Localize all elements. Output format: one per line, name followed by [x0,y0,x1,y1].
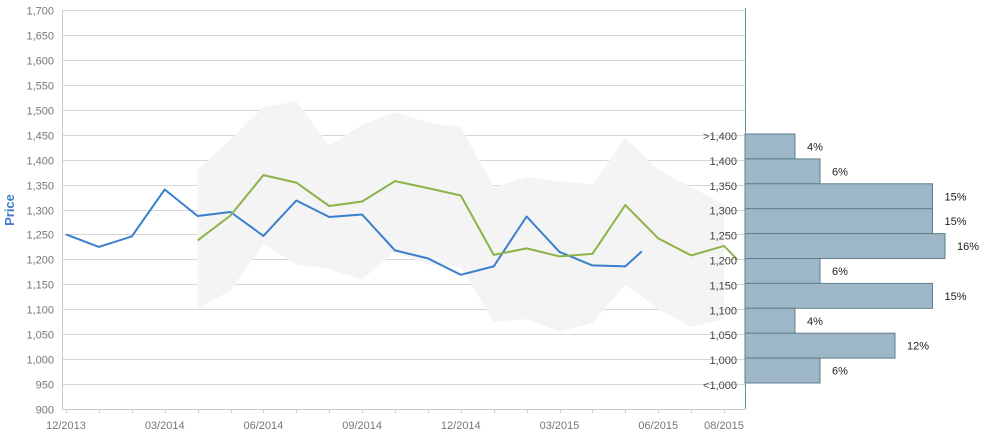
histogram-bin-label: >1,400 [703,131,737,143]
range-band [197,101,725,332]
y-tick-label: 1,250 [26,230,54,242]
x-tick-label: 06/2014 [244,420,284,432]
y-tick-label: 1,550 [26,81,54,93]
histogram-bin-label: 1,350 [709,181,737,193]
histogram-bar [744,233,946,260]
histogram-bar [744,208,933,235]
histogram-bar [744,183,933,210]
histogram-percent-label: 4% [807,141,823,153]
y-tick-label: 1,700 [26,6,54,18]
histogram-percent-label: 6% [832,166,848,178]
histogram-percent-label: 6% [832,366,848,378]
y-tick-label: 900 [36,405,54,417]
histogram-bin-label: 1,150 [709,280,737,292]
histogram-bin-label: 1,000 [709,355,737,367]
histogram: >1,400 4% 1,400 6% 1,350 15% 1,300 15% 1,250 16% 1… [703,131,979,392]
histogram-bin-label: <1,000 [703,380,737,392]
histogram-percent-label: 4% [807,316,823,328]
x-tick-labels: 12/2013 03/2014 06/2014 09/2014 12/2014 03/20… [46,420,744,432]
histogram-percent-label: 12% [907,341,929,353]
series-line-1 [65,188,643,276]
histogram-bar [744,332,896,359]
histogram-bar [744,258,821,284]
x-tick-label: 03/2014 [145,420,185,432]
gridlines [62,10,745,410]
histogram-bar [744,282,933,309]
histogram-bin-label: 1,400 [709,156,737,168]
histogram-bar [744,307,796,334]
histogram-percent-label: 6% [832,266,848,278]
y-tick-label: 1,000 [26,355,54,367]
histogram-bin-label: 1,100 [709,305,737,317]
y-tick-label: 1,600 [26,56,54,68]
histogram-bin-label: 1,050 [709,330,737,342]
y-tick-label: 1,500 [26,106,54,118]
y-tick-label: 1,100 [26,305,54,317]
series-line-2 [196,174,738,261]
y-tick-labels: 900 950 1,000 1,050 1,100 1,150 1,200 1,250 1,30… [26,6,54,417]
x-tick-label: 08/2015 [704,420,744,432]
x-tick-label: 12/2014 [441,420,481,432]
x-tick-label: 12/2013 [46,420,86,432]
histogram-bin-label: 1,200 [709,256,737,268]
x-tick-label: 03/2015 [540,420,580,432]
y-tick-label: 1,650 [26,31,54,43]
x-tick-label: 09/2014 [342,420,382,432]
y-tick-label: 1,400 [26,156,54,168]
histogram-bar [744,158,821,185]
y-tick-label: 1,200 [26,255,54,267]
y-axis-label: Price [2,194,17,226]
histogram-percent-label: 15% [945,291,967,303]
y-tick-label: 950 [36,380,54,392]
y-tick-label: 1,050 [26,330,54,342]
range-band-area [197,101,725,332]
histogram-bin-label: 1,300 [709,206,737,218]
y-tick-label: 1,300 [26,206,54,218]
y-tick-label: 1,450 [26,131,54,143]
x-tick-label: 06/2015 [638,420,678,432]
histogram-percent-label: 15% [945,191,967,203]
histogram-bar [744,357,821,384]
histogram-percent-label: 15% [945,216,967,228]
y-tick-label: 1,350 [26,181,54,193]
histogram-percent-label: 16% [957,241,979,253]
series-lines [65,174,738,276]
histogram-bar [744,133,796,160]
y-tick-label: 1,150 [26,280,54,292]
histogram-bin-label: 1,250 [709,231,737,243]
